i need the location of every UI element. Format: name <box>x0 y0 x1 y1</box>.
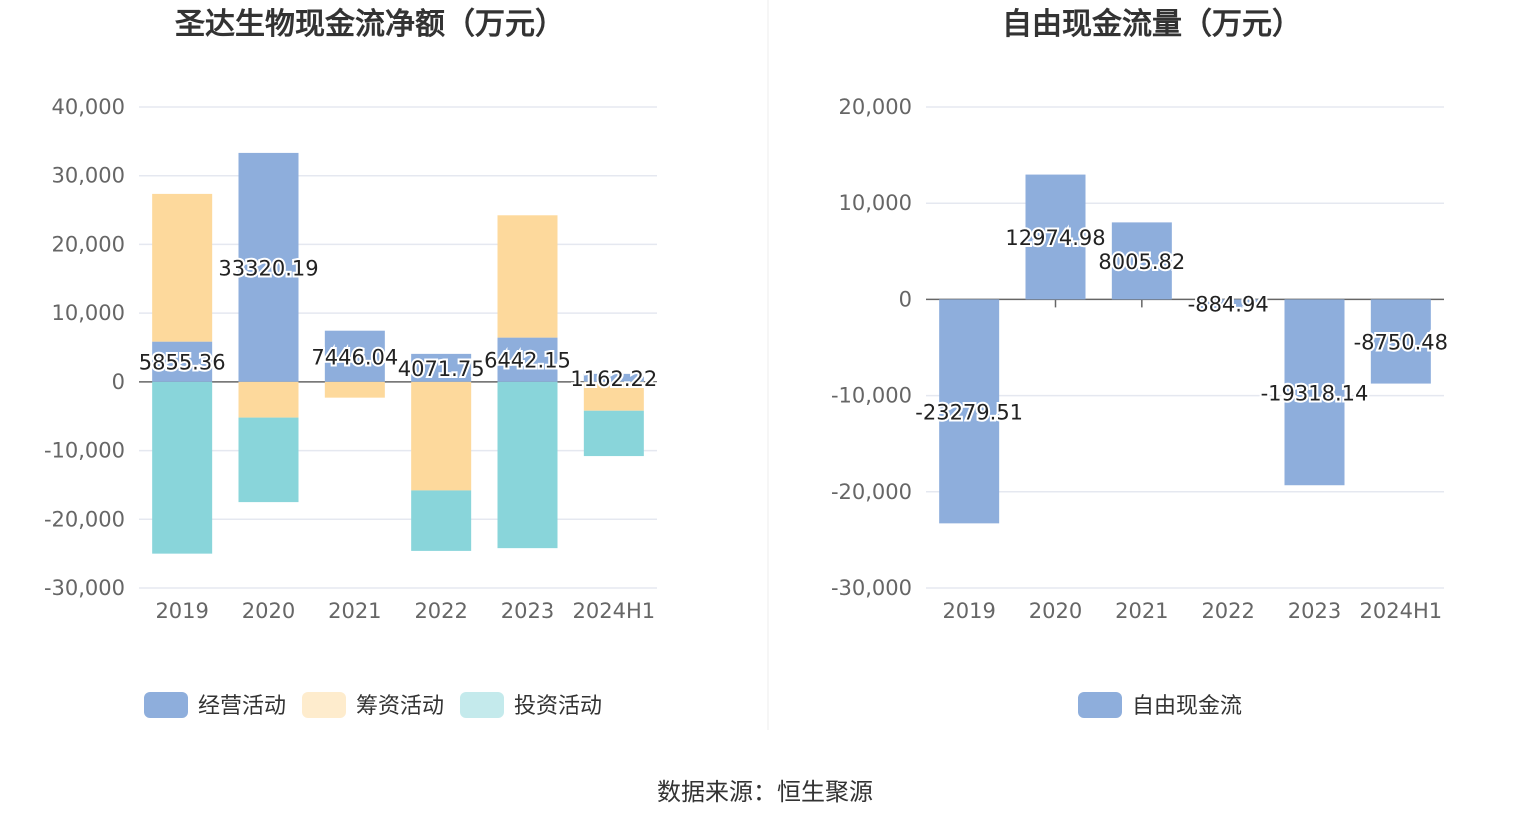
bar-free <box>1198 299 1259 308</box>
y-tick-label: 10,000 <box>839 191 912 215</box>
legend-swatch <box>144 692 188 718</box>
data-label: 7446.04 <box>311 345 398 369</box>
legend-label: 经营活动 <box>198 694 286 719</box>
y-tick-label: 20,000 <box>52 232 125 256</box>
legend-swatch <box>302 692 346 718</box>
x-tick-label: 2021 <box>328 599 381 623</box>
y-tick-label: 40,000 <box>52 95 125 119</box>
x-tick-label: 2019 <box>155 599 208 623</box>
legend-swatch <box>1078 692 1122 718</box>
data-label: 8005.82 <box>1098 250 1185 274</box>
data-label: 6442.15 <box>484 349 571 373</box>
chart-title: 圣达生物现金流净额（万元） <box>175 7 565 42</box>
bar-free <box>939 299 1000 524</box>
data-label: -23279.51 <box>915 400 1023 424</box>
y-tick-label: 10,000 <box>52 301 125 325</box>
y-tick-label: -30,000 <box>44 576 125 600</box>
free-cash-flow-chart: 自由现金流量（万元） 20,000 10,000 0 -10,000 -20,000 -3… <box>831 7 1450 719</box>
legend-label: 自由现金流 <box>1132 694 1242 719</box>
bar-operating <box>497 337 558 382</box>
bar-free <box>1025 174 1086 300</box>
bar-financing <box>238 381 299 418</box>
bar-free <box>1111 222 1172 300</box>
x-tick-label: 2023 <box>1288 599 1341 623</box>
data-label: 4071.75 <box>398 357 485 381</box>
bar-operating <box>152 341 213 382</box>
y-tick-label: 0 <box>899 287 912 311</box>
y-tick-label: -30,000 <box>831 576 912 600</box>
data-label: -884.94 <box>1188 293 1269 317</box>
bar-financing <box>583 381 644 411</box>
y-tick-label: 30,000 <box>52 164 125 188</box>
legend: 经营活动 筹资活动 投资活动 <box>144 692 602 719</box>
x-tick-label: 2022 <box>1201 599 1254 623</box>
bar-investing <box>238 417 299 503</box>
chart-title: 自由现金流量（万元） <box>1002 7 1302 42</box>
legend-label: 投资活动 <box>514 694 602 719</box>
x-tick-label: 2022 <box>414 599 467 623</box>
x-tick-label: 2024H1 <box>1360 599 1443 623</box>
y-tick-label: -10,000 <box>831 384 912 408</box>
bar-financing <box>497 215 558 338</box>
y-tick-label: 0 <box>112 370 125 394</box>
x-tick-label: 2023 <box>501 599 554 623</box>
source-note: 数据来源：恒生聚源 <box>657 778 873 806</box>
bar-investing <box>411 490 472 551</box>
x-tick-label: 2024H1 <box>573 599 656 623</box>
x-tick-label: 2021 <box>1115 599 1168 623</box>
data-label: -19318.14 <box>1261 381 1369 405</box>
cash-flow-net-chart: 圣达生物现金流净额（万元） 40,000 30,000 20,000 10,000 0 -… <box>44 7 659 719</box>
x-tick-label: 2020 <box>1029 599 1082 623</box>
bar-financing <box>324 381 385 398</box>
y-tick-label: -20,000 <box>831 480 912 504</box>
legend: 自由现金流 <box>1078 692 1242 719</box>
x-tick-label: 2019 <box>942 599 995 623</box>
data-label: -8750.48 <box>1354 330 1448 354</box>
bar-operating <box>583 373 644 382</box>
bar-financing <box>411 381 472 491</box>
legend-swatch <box>460 692 504 718</box>
data-label: 33320.19 <box>218 256 318 280</box>
data-label: 12974.98 <box>1005 226 1105 250</box>
x-tick-label: 2020 <box>242 599 295 623</box>
bar-investing <box>497 381 558 549</box>
bar-investing <box>583 410 644 457</box>
y-tick-label: -10,000 <box>44 439 125 463</box>
data-label: 5855.36 <box>139 351 226 375</box>
bar-financing <box>152 193 213 342</box>
bar-operating <box>238 152 299 382</box>
bar-operating <box>324 330 385 382</box>
bar-investing <box>152 381 213 554</box>
y-tick-label: -20,000 <box>44 507 125 531</box>
y-tick-label: 20,000 <box>839 95 912 119</box>
bar-operating <box>411 353 472 382</box>
bar-free <box>1284 299 1345 486</box>
legend-label: 筹资活动 <box>356 694 444 719</box>
data-label: 1162.22 <box>570 367 657 391</box>
bar-free <box>1370 299 1431 384</box>
